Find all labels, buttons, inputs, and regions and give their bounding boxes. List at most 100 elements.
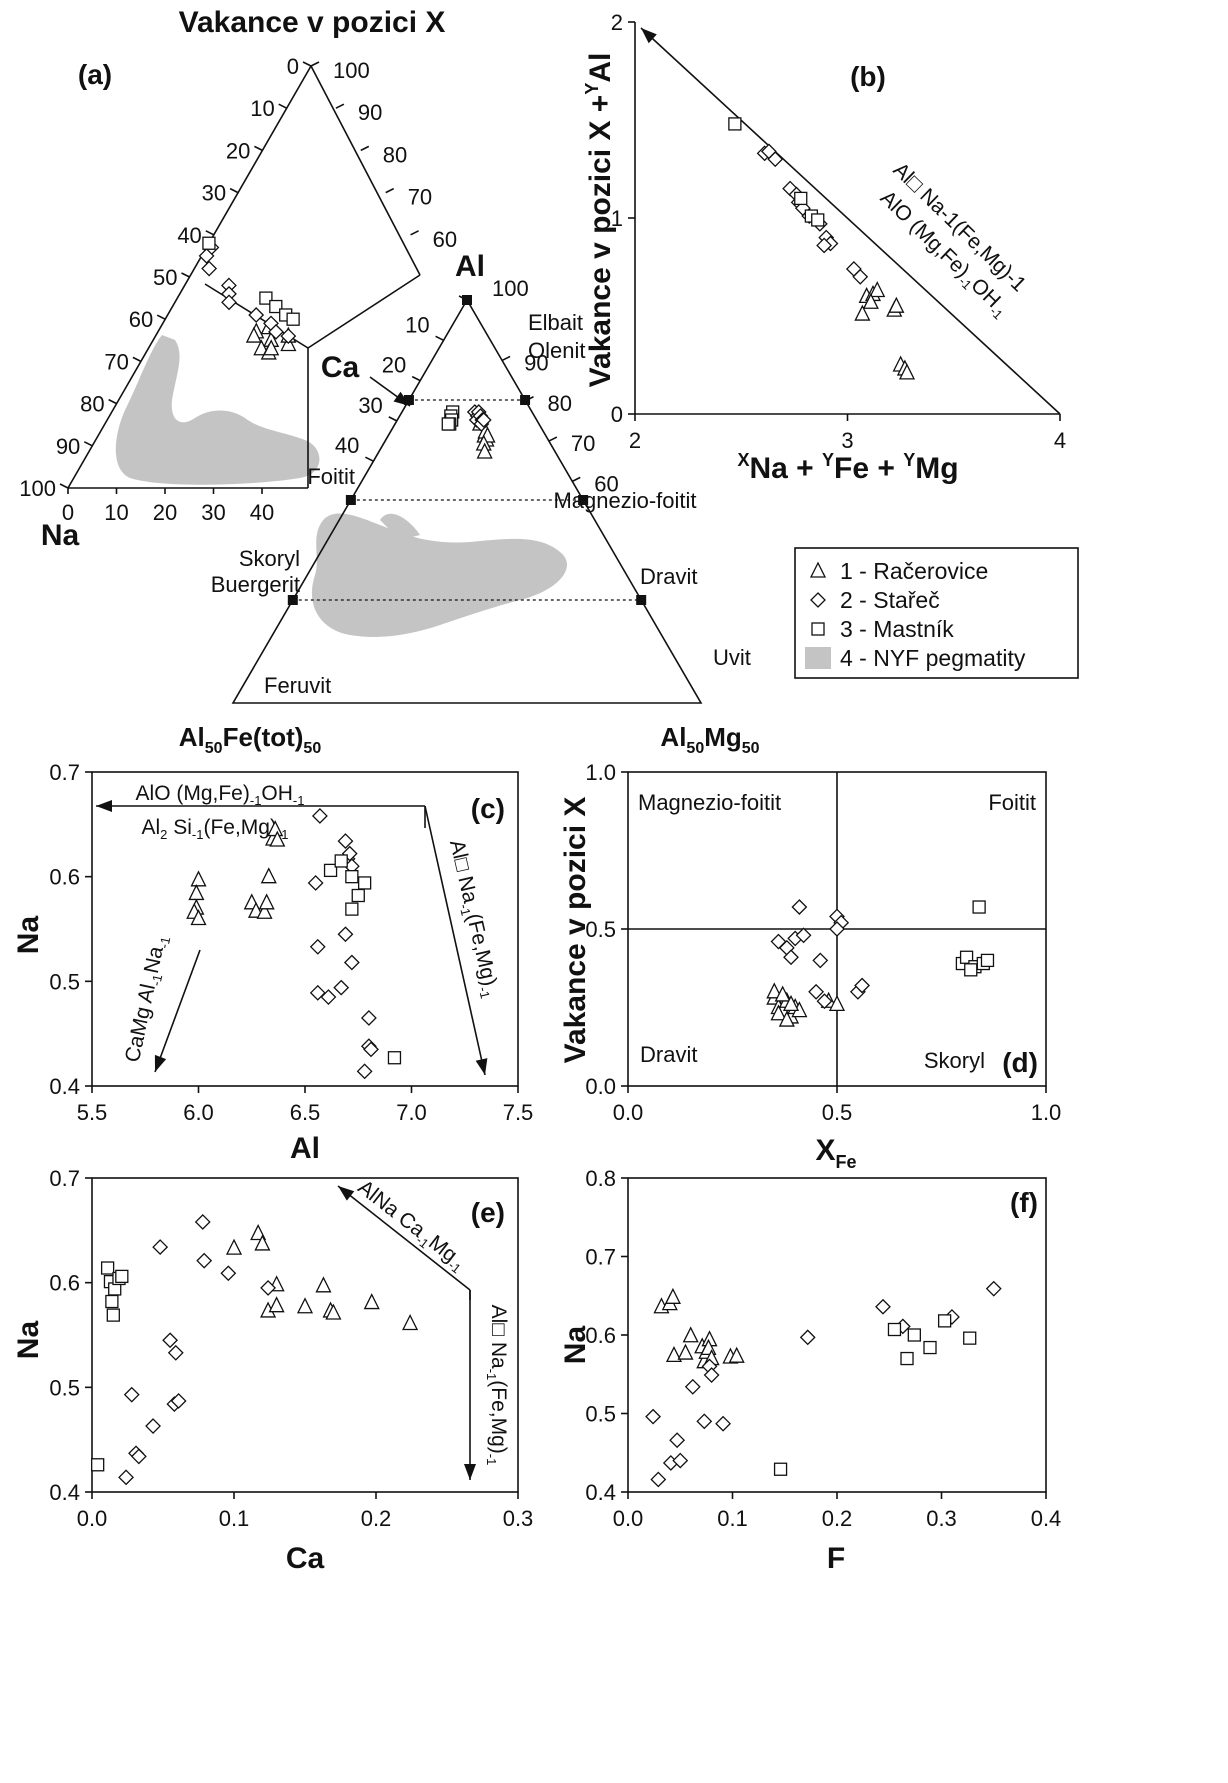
ternary-a-left-tick-1	[278, 103, 288, 109]
panel-e-square-point-2-0	[100, 1261, 115, 1275]
ternary-al-endmember-right-uvit	[636, 595, 647, 605]
ternary-al-apex-left-part-1: 50	[205, 740, 223, 757]
panel-c-xtick-label-4: 7.5	[503, 1100, 534, 1125]
panel-f-triangle-point-0-3	[665, 1345, 683, 1363]
ternary-al-feruvit: Feruvit	[264, 673, 331, 698]
panel-f-square-point-2-2	[900, 1351, 914, 1366]
panel-c-triangle-point-0-1	[190, 870, 207, 887]
panel-c-diamond-point-1-6	[337, 833, 354, 849]
panel-d-square-point-2-6	[972, 900, 986, 914]
ternary-al-left-tick-label-1: 10	[405, 312, 429, 337]
panel-f-diamond-point-1-7	[703, 1367, 720, 1383]
ternary-a-bottom-tick-label-3: 30	[201, 500, 225, 525]
ternary-a-square-point-2-4	[286, 312, 300, 326]
panel-b-xtick-label-1: 3	[841, 428, 853, 453]
panel-d-square-point-2-4	[980, 953, 995, 968]
ternary-a-right-tick-label-0: 100	[333, 58, 370, 83]
ternary-al-apex-100: 100	[492, 276, 529, 301]
ternary-al-apex-right-part-3: 50	[742, 740, 760, 757]
panel-d-diamond-point-1-9	[829, 921, 845, 937]
panel-f-diamond-point-1-0	[645, 1408, 661, 1425]
panel-f-diamond-point-1-4	[672, 1452, 689, 1469]
panel-f-triangle-point-0-13	[728, 1346, 745, 1363]
ternary-al-endmember-left-uvit	[287, 595, 298, 605]
panel-e-vector-label-2-part-2: (Fe,Mg)	[487, 1380, 510, 1454]
panel-c-diamond-point-1-1	[307, 875, 324, 891]
panel-b-square-point-2-3	[811, 213, 825, 227]
ternary-al-diamond-point-1-7	[475, 412, 492, 428]
panel-c-vector-label-4-part-1: -1	[457, 903, 474, 918]
panel-d-quadrant-skoryl: Skoryl	[924, 1048, 985, 1073]
ternary-a-left-tick-label-8: 80	[80, 392, 104, 417]
panel-f-diamond-point-1-11	[875, 1298, 891, 1315]
panel-e-diamond-point-1-5	[162, 1332, 179, 1349]
ternary-al-right-tick-3	[571, 476, 581, 483]
panel-b-xlabel-part-5: Mg	[915, 452, 958, 485]
panel-f-xtick-label-2: 0.2	[822, 1506, 853, 1531]
panel-f-xtick-label-0: 0.0	[613, 1506, 644, 1531]
panel-b-xlabel: XNa + YFe + YMg	[737, 450, 958, 485]
legend-label-2: 3 - Mastník	[840, 616, 954, 642]
ternary-al-elbait: Elbait	[528, 310, 583, 335]
panel-c-vector-label-1-part-0: AlO (Mg,Fe)	[136, 782, 250, 805]
panel-c-square-point-2-3	[345, 902, 359, 916]
ternary-a-left-tick-label-7: 70	[104, 349, 128, 374]
ternary-al-apex-right: Al50Mg50	[660, 722, 759, 757]
panel-c-square-point-2-0	[323, 863, 338, 878]
panel-f-ytick-label-4: 0.8	[585, 1166, 616, 1191]
panel-c-vector-label-2-part-0: Al	[141, 816, 160, 839]
panel-e-diamond-point-1-13	[118, 1469, 134, 1486]
ternary-a-left-tick-label-9: 90	[56, 434, 80, 459]
panel-e-diamond-point-1-4	[260, 1279, 276, 1296]
panel-c-xtick-label-1: 6.0	[183, 1100, 214, 1125]
panel-d-diamond-point-1-2	[783, 949, 799, 966]
panel-c-vector-down-line	[424, 805, 486, 1076]
panel-c-vector-label-2-part-1: 2	[160, 827, 167, 842]
panel-d-xlabel: XFe	[815, 1134, 856, 1172]
ternary-al-right-tick-label-1: 80	[548, 391, 572, 416]
ternary-a-right-tick-label-4: 60	[433, 227, 457, 252]
panel-e-vector-label-2-part-3: -1	[484, 1454, 499, 1466]
ternary-al-foitit: Foitit	[307, 464, 355, 489]
panel-b-triangle-point-0-3	[862, 292, 879, 309]
legend-label-0: 1 - Račerovice	[840, 558, 988, 584]
ternary-a-left-tick-label-0: 0	[287, 54, 299, 79]
panel-d-triangle-point-0-6	[770, 1004, 787, 1021]
panel-e-triangle-point-0-5	[268, 1296, 285, 1313]
panel-e-vector-label-2-part-1: -1	[484, 1369, 499, 1381]
panel-c-vector-label-2-part-2: Si	[167, 816, 192, 839]
panel-c-square-point-2-6	[387, 1051, 402, 1065]
panel-c-diamond-point-1-10	[337, 926, 354, 943]
panel-b-ytick-label-2: 2	[611, 10, 623, 35]
panel-e-diamond-point-1-10	[145, 1418, 161, 1434]
panel-c-vector-left-head	[96, 800, 112, 812]
panel-c-vector-down-head	[475, 1058, 488, 1075]
ternary-al-left-tick-4	[365, 456, 374, 462]
ternary-a-inner-line-right	[307, 274, 421, 349]
panel-c-triangle-point-0-12	[269, 830, 286, 847]
panel-f-square-point-2-0	[773, 1462, 788, 1476]
panel-b-triangle-point-0-2	[869, 281, 886, 298]
panel-d-ylabel: Vakance v pozici X	[559, 797, 592, 1064]
ternary-a-left-tick-10	[59, 483, 69, 489]
ternary-a-right-edge	[310, 65, 421, 276]
panel-c-diamond-point-1-4	[320, 989, 337, 1005]
ternary-al-nyf-field-upper	[380, 513, 420, 540]
ternary-a-right-tick-3	[385, 187, 395, 194]
ternary-al-right-tick-2	[548, 436, 558, 442]
panel-f-label: (f)	[1010, 1187, 1038, 1218]
panel-b-square-point-2-0	[728, 117, 742, 131]
ternary-a-left-tick-label-6: 60	[129, 307, 153, 332]
ternary-a-left-tick-label-3: 30	[202, 181, 226, 206]
panel-c-square-point-2-1	[334, 854, 348, 868]
panel-b-triangle-point-0-6	[888, 296, 905, 313]
panel-c-vector-label-2-part-5: -1	[277, 827, 289, 842]
panel-b-diamond-point-1-13	[852, 268, 869, 285]
ternary-a-bottom-tick-label-2: 20	[153, 500, 177, 525]
ternary-al-right-tick-label-3: 60	[594, 471, 618, 496]
ternary-al-endmember-left-foitit	[403, 395, 414, 405]
panel-c-square-point-2-4	[351, 888, 365, 903]
panel-b-square-point-2-1	[794, 191, 808, 206]
ternary-a-square-point-2-1	[259, 291, 273, 305]
panel-e-diamond-point-1-3	[220, 1265, 237, 1282]
